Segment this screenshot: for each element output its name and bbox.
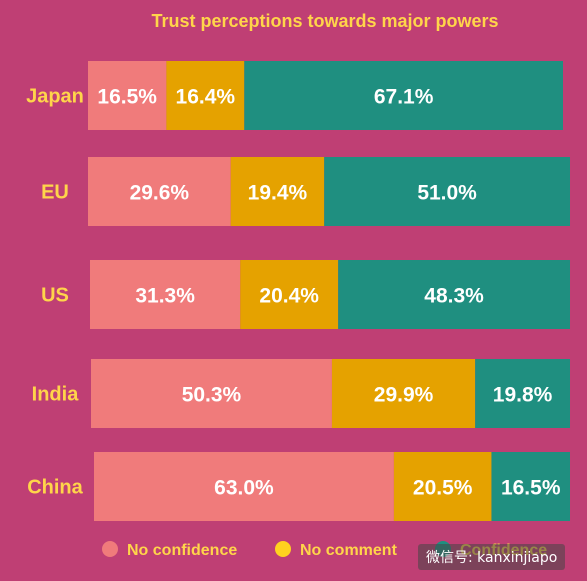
value-label-japan-2: 67.1% bbox=[374, 86, 434, 109]
value-label-us-2: 48.3% bbox=[424, 285, 484, 308]
bar-segment-eu-no-confidence bbox=[88, 157, 231, 226]
bar-segment-japan-confidence bbox=[244, 61, 563, 130]
bar-segment-india-no-comment bbox=[331, 359, 476, 428]
value-label-india-1: 29.9% bbox=[374, 384, 434, 407]
bar-segment-japan-no-comment bbox=[166, 61, 245, 130]
value-label-india-0: 50.3% bbox=[182, 384, 242, 407]
category-labels-group: Japan EU US India China bbox=[26, 86, 84, 499]
value-labels-group: 16.5% 16.4% 67.1% 29.6% 19.4% 51.0% 31.3% 20.4%… bbox=[97, 86, 560, 500]
category-label-us: US bbox=[41, 285, 69, 307]
category-label-india: India bbox=[32, 384, 80, 406]
watermark: 微信号: kanxinjiapo bbox=[418, 544, 566, 570]
category-label-china: China bbox=[27, 477, 83, 499]
value-label-eu-0: 29.6% bbox=[130, 182, 190, 205]
bar-segment-us-no-comment bbox=[240, 260, 339, 329]
bar-segment-india-no-confidence bbox=[91, 359, 332, 428]
value-label-japan-0: 16.5% bbox=[97, 86, 157, 109]
value-label-eu-1: 19.4% bbox=[248, 182, 308, 205]
value-label-india-2: 19.8% bbox=[493, 384, 553, 407]
bar-segment-us-confidence bbox=[338, 260, 570, 329]
bar-segment-india-confidence bbox=[475, 359, 570, 428]
value-label-japan-1: 16.4% bbox=[176, 86, 236, 109]
value-label-china-1: 20.5% bbox=[413, 477, 473, 500]
bars-group bbox=[88, 61, 570, 521]
value-label-eu-2: 51.0% bbox=[417, 182, 477, 205]
bar-segment-china-no-confidence bbox=[94, 452, 394, 521]
category-label-japan: Japan bbox=[26, 86, 84, 108]
category-label-eu: EU bbox=[41, 182, 69, 204]
legend-dot-no-comment bbox=[275, 541, 291, 557]
bar-segment-china-confidence bbox=[491, 452, 570, 521]
legend-label-no-confidence: No confidence bbox=[127, 542, 237, 559]
value-label-us-0: 31.3% bbox=[135, 285, 195, 308]
legend-label-no-comment: No comment bbox=[300, 542, 398, 559]
chart-title: Trust perceptions towards major powers bbox=[151, 11, 498, 31]
bar-segment-us-no-confidence bbox=[90, 260, 241, 329]
value-label-us-1: 20.4% bbox=[259, 285, 319, 308]
bar-segment-japan-no-confidence bbox=[88, 61, 167, 130]
bar-segment-eu-confidence bbox=[324, 157, 570, 226]
value-label-china-0: 63.0% bbox=[214, 477, 274, 500]
bar-segment-china-no-comment bbox=[393, 452, 492, 521]
bar-segment-eu-no-comment bbox=[230, 157, 325, 226]
value-label-china-2: 16.5% bbox=[501, 477, 561, 500]
legend-dot-no-confidence bbox=[102, 541, 118, 557]
